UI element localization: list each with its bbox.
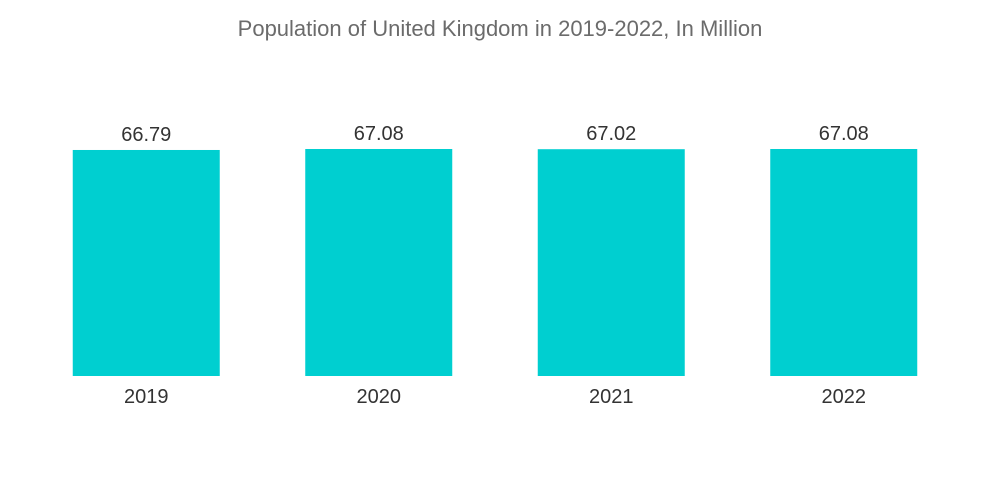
bar-2019 bbox=[72, 149, 220, 376]
x-tick-label-2021: 2021 bbox=[589, 386, 634, 408]
bar-2020 bbox=[305, 149, 453, 376]
data-label-2019: 66.79 bbox=[121, 124, 171, 146]
chart-title: Population of United Kingdom in 2019-202… bbox=[237, 16, 763, 41]
x-tick-label-2022: 2022 bbox=[822, 386, 867, 408]
x-tick-label-2019: 2019 bbox=[124, 386, 169, 408]
x-tick-label-2020: 2020 bbox=[357, 386, 402, 408]
data-label-2020: 67.08 bbox=[354, 123, 404, 145]
data-label-2021: 67.02 bbox=[586, 123, 636, 145]
bar-2021 bbox=[537, 149, 685, 376]
bar-2022 bbox=[770, 149, 918, 376]
data-label-2022: 67.08 bbox=[819, 123, 869, 145]
